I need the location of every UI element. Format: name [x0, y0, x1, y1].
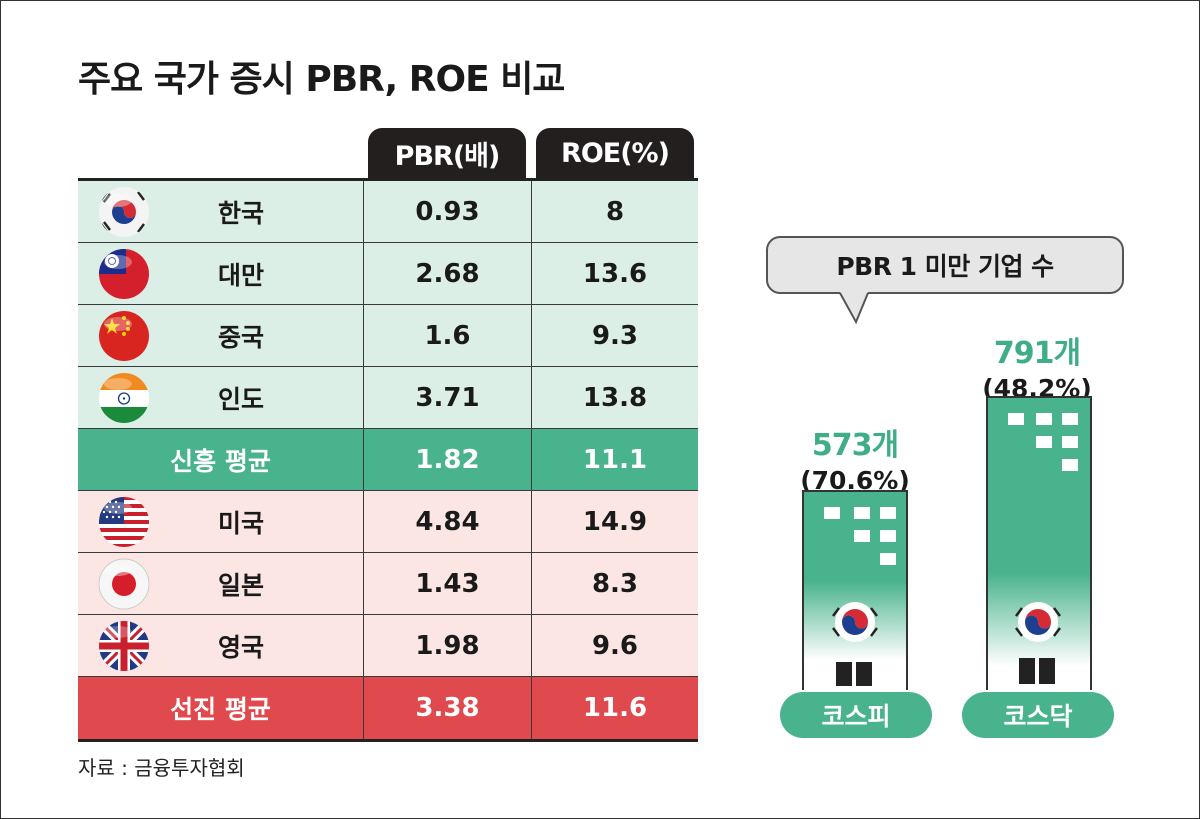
- column-header-roe: ROE(%): [536, 128, 694, 178]
- table-row-india: 인도 3.71 13.8: [78, 367, 698, 429]
- country-name: 영국: [218, 632, 265, 662]
- speech-bubble: PBR 1 미만 기업 수: [766, 236, 1124, 294]
- country-cell: 인도: [78, 367, 364, 428]
- country-cell: 영국: [78, 615, 364, 676]
- table-row-uk: 영국 1.98 9.6: [78, 615, 698, 677]
- pbr-value: 1.82: [364, 429, 532, 490]
- table-row-emerging-average: 신흥 평균 1.82 11.1: [78, 429, 698, 491]
- country-name: 한국: [218, 198, 265, 228]
- kosdaq-count-value: 791개: [993, 336, 1081, 371]
- country-name: 인도: [218, 384, 265, 414]
- korea-flag-icon: [99, 187, 149, 237]
- country-cell: 중국: [78, 305, 364, 366]
- column-header-pbr: PBR(배): [368, 128, 526, 178]
- table-row-developed-average: 선진 평균 3.38 11.6: [78, 677, 698, 739]
- roe-value: 8: [605, 196, 625, 227]
- average-label-cell: 선진 평균: [78, 677, 364, 739]
- kospi-building-icon: [802, 490, 908, 690]
- roe-value: 9.3: [591, 320, 639, 351]
- average-label: 신흥 평균: [170, 446, 271, 476]
- pbr-value: 0.93: [364, 181, 532, 242]
- china-flag-icon: [99, 311, 149, 361]
- country-name: 중국: [218, 322, 265, 352]
- country-name: 일본: [218, 570, 265, 600]
- country-cell: 한국: [78, 181, 364, 242]
- country-cell: 일본: [78, 553, 364, 614]
- roe-value: 11.1: [582, 444, 648, 475]
- table-row-korea: 한국 0.93 8: [78, 181, 698, 243]
- pbr-value: 3.71: [364, 367, 532, 428]
- average-label-cell: 신흥 평균: [78, 429, 364, 490]
- roe-value: 9.6: [591, 630, 639, 661]
- country-cell: 대만: [78, 243, 364, 304]
- pbr-value: 1.6: [364, 305, 532, 366]
- table-row-usa: 미국 4.84 14.9: [78, 491, 698, 553]
- table-row-taiwan: 대만 2.68 13.6: [78, 243, 698, 305]
- roe-value: 11.6: [582, 693, 648, 723]
- usa-flag-icon: [99, 497, 149, 547]
- speech-bubble-tail: [839, 292, 869, 325]
- source-note: 자료 : 금융투자협회: [78, 756, 245, 780]
- pbr-value: 1.43: [364, 553, 532, 614]
- pbr-value: 2.68: [364, 243, 532, 304]
- roe-value: 14.9: [582, 506, 648, 537]
- comparison-table: 한국 0.93 8 대만 2.68 13.6: [78, 178, 698, 742]
- pbr-value: 4.84: [364, 491, 532, 552]
- country-cell: 미국: [78, 491, 364, 552]
- uk-flag-icon: [99, 621, 149, 671]
- taiwan-flag-icon: [99, 249, 149, 299]
- kospi-count: 573개 (70.6%): [780, 420, 930, 495]
- roe-value: 13.6: [582, 258, 648, 289]
- pbr-value: 3.38: [364, 677, 532, 739]
- kosdaq-count: 791개 (48.2%): [962, 328, 1112, 403]
- roe-value: 13.8: [582, 382, 648, 413]
- kospi-label-pill: 코스피: [780, 692, 932, 738]
- pbr-value: 1.98: [364, 615, 532, 676]
- kosdaq-building-icon: [986, 396, 1092, 690]
- japan-flag-icon: [98, 558, 150, 610]
- roe-value: 8.3: [591, 568, 639, 599]
- country-name: 미국: [218, 508, 265, 538]
- table-row-japan: 일본 1.43 8.3: [78, 553, 698, 615]
- kosdaq-label-pill: 코스닥: [962, 692, 1114, 738]
- table-row-china: 중국 1.6 9.3: [78, 305, 698, 367]
- kospi-count-value: 573개: [811, 428, 899, 463]
- average-label: 선진 평균: [170, 695, 271, 724]
- india-flag-icon: [99, 373, 149, 423]
- country-name: 대만: [218, 260, 265, 290]
- page-title: 주요 국가 증시 PBR, ROE 비교: [78, 59, 565, 100]
